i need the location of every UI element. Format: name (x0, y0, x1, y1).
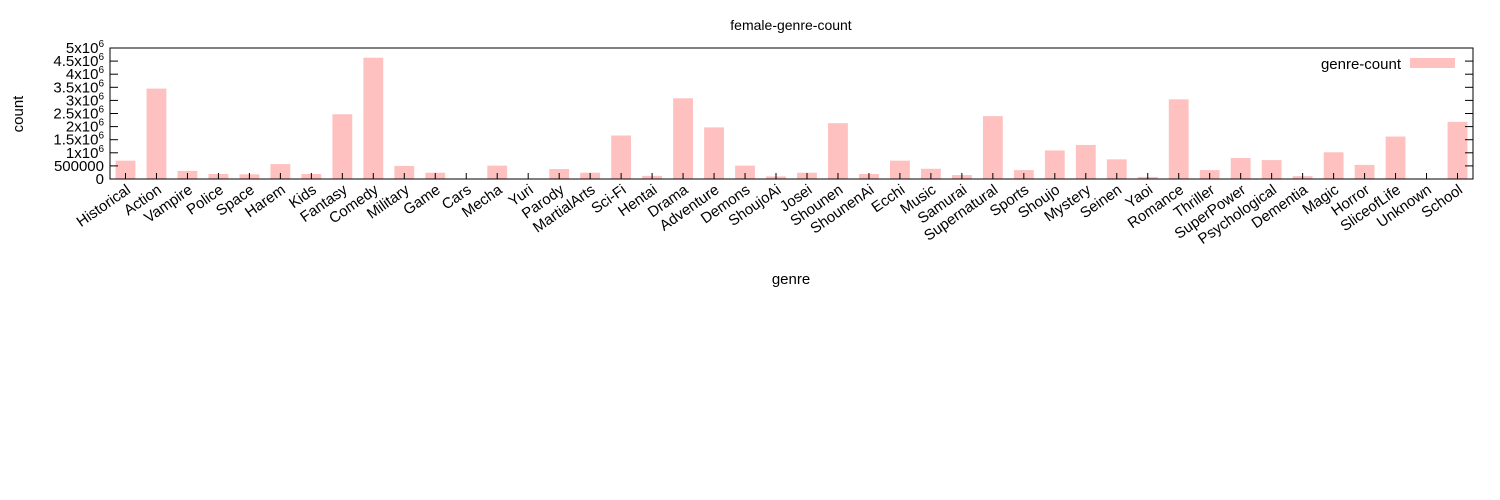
y-tick-label: 3.5x106 (53, 78, 104, 96)
y-tick-label: 4x106 (66, 65, 105, 83)
bar-ecchi (890, 160, 910, 179)
bar-action (146, 88, 167, 179)
x-axis-ticks: HistoricalActionVampirePoliceSpaceHaremK… (74, 173, 1466, 248)
bars-group (115, 57, 1468, 179)
bar-superpower (1230, 158, 1251, 179)
plot-frame (109, 47, 1474, 180)
bar-seinen (1106, 159, 1127, 179)
legend: genre-count (1321, 56, 1455, 73)
y-tick-label: 2x106 (66, 118, 105, 136)
bar-harem (270, 164, 291, 179)
legend-label: genre-count (1321, 56, 1402, 73)
y-tick-label: 1x106 (66, 144, 105, 162)
y-axis-label: count (10, 95, 27, 133)
y-axis-ticks: 05000001x1061.5x1062x1062.5x1063x1063.5x… (53, 39, 1473, 188)
bar-drama (673, 98, 693, 179)
bar-fantasy (332, 114, 353, 179)
bar-shounen (828, 123, 848, 179)
y-tick-label: 1.5x106 (53, 131, 104, 149)
bar-adventure (704, 127, 724, 179)
bar-magic (1323, 152, 1344, 179)
bar-sliceoflife (1385, 136, 1406, 179)
bar-military (394, 165, 415, 179)
chart-title: female-genre-count (730, 17, 852, 33)
y-tick-label: 4.5x106 (53, 52, 104, 70)
bar-sci-fi (611, 135, 632, 179)
bar-psychological (1261, 160, 1282, 179)
bar-romance (1168, 99, 1189, 179)
y-tick-label: 2.5x106 (53, 105, 104, 123)
bar-horror (1354, 164, 1375, 179)
y-tick-label: 0 (96, 171, 104, 188)
x-tick-label-game: Game (400, 181, 443, 218)
bar-comedy (363, 57, 384, 179)
y-tick-label: 500000 (54, 158, 104, 175)
bar-demons (735, 165, 755, 179)
bar-historical (115, 160, 136, 179)
legend-swatch (1410, 58, 1455, 68)
x-axis-label: genre (772, 271, 810, 288)
bar-shoujo (1044, 150, 1065, 179)
bar-mecha (487, 165, 508, 179)
bar-school (1447, 121, 1468, 179)
y-tick-label: 5x106 (66, 39, 105, 57)
y-tick-label: 3x106 (66, 91, 105, 109)
bar-mystery (1075, 144, 1096, 179)
bar-supernatural (982, 116, 1003, 179)
